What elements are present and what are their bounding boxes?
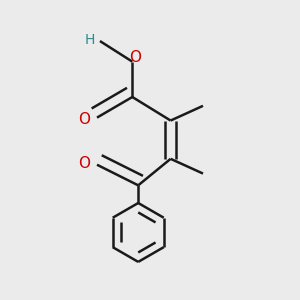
Text: O: O xyxy=(78,156,90,171)
Text: O: O xyxy=(129,50,141,65)
Text: H: H xyxy=(85,33,95,46)
Text: O: O xyxy=(78,112,90,127)
